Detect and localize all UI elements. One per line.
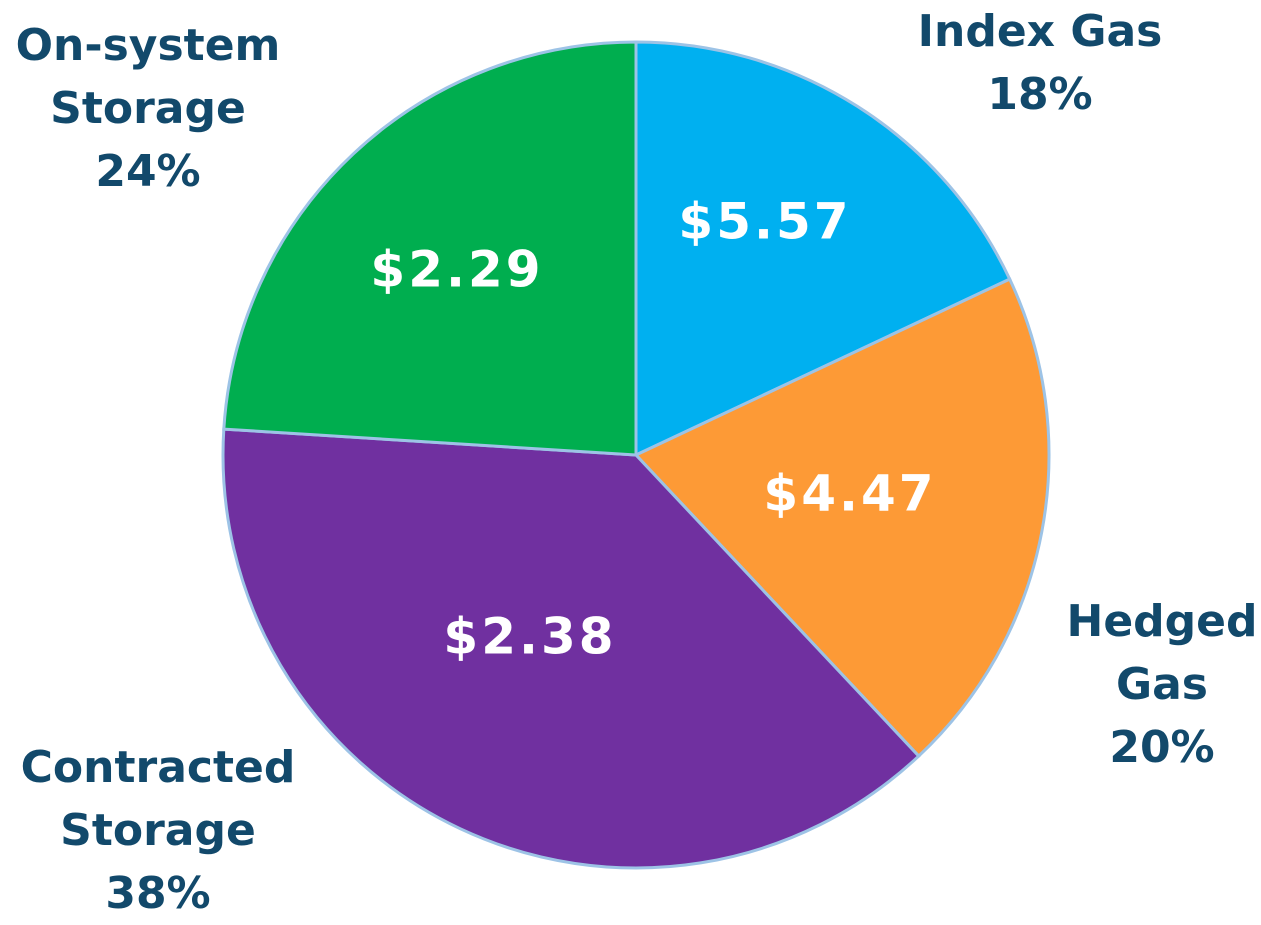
- slice-label: On-system Storage 24%: [10, 14, 286, 203]
- slice-label: Hedged Gas 20%: [1062, 590, 1261, 779]
- slice-price-label: $2.38: [443, 608, 616, 666]
- percent-label: 18%: [987, 69, 1093, 120]
- percent-label: 20%: [1109, 722, 1215, 773]
- category-label: Contracted Storage: [20, 742, 296, 856]
- category-label: On-system Storage: [15, 20, 281, 134]
- pie-slice: [634, 40, 1012, 458]
- slice-price-label: $2.29: [370, 241, 543, 299]
- category-label: Hedged Gas: [1066, 596, 1258, 710]
- pie-slice: [221, 427, 921, 870]
- slice-price-label: $4.47: [763, 465, 936, 523]
- slice-label: Index Gas 18%: [910, 0, 1170, 126]
- pie-slice: [633, 277, 1051, 759]
- slice-price-label: $5.57: [678, 193, 851, 251]
- percent-label: 24%: [95, 146, 201, 197]
- percent-label: 38%: [105, 868, 211, 919]
- pie-slice: [222, 40, 638, 457]
- slice-label: Contracted Storage 38%: [10, 736, 306, 925]
- category-label: Index Gas: [917, 6, 1163, 57]
